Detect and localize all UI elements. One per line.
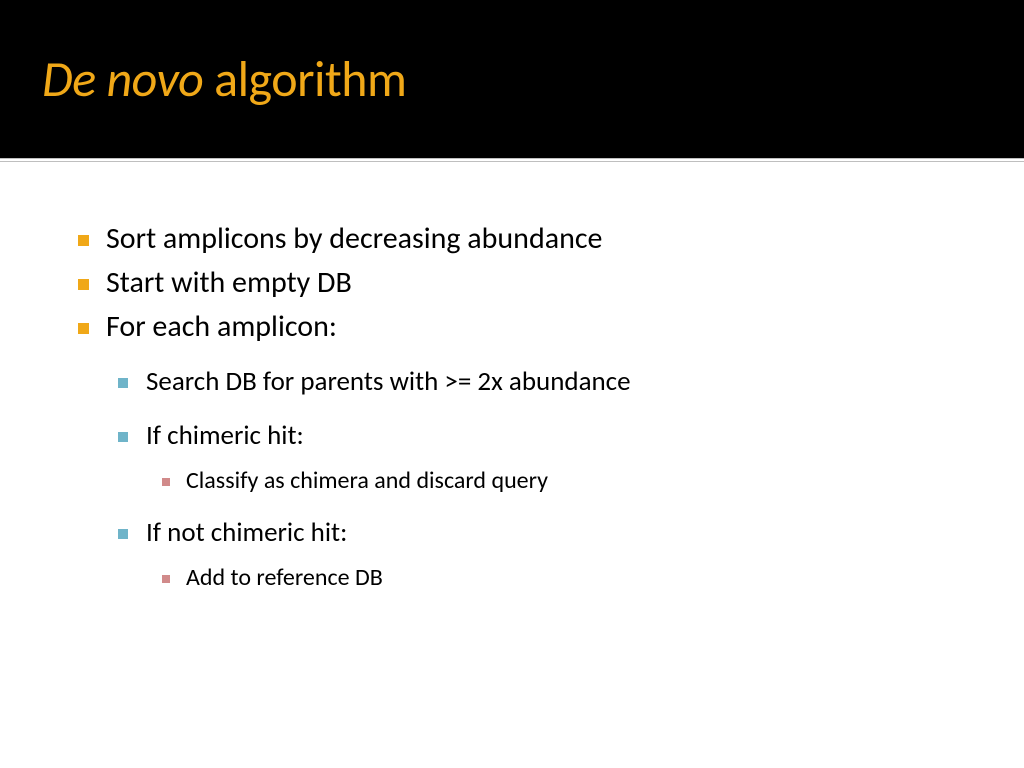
bullet-list-level2: Search DB for parents with >= 2x abundan…: [106, 364, 984, 594]
list-item-text: If chimeric hit:: [146, 419, 304, 452]
bullet-list-level1: Sort amplicons by decreasing abundance S…: [72, 218, 984, 594]
list-item: Start with empty DB: [72, 262, 984, 304]
title-rest: algorithm: [203, 49, 406, 110]
list-item: If chimeric hit: Classify as chimera and…: [112, 418, 984, 497]
title-italic-part: De novo: [42, 49, 203, 110]
slide-title: De novo algorithm: [42, 49, 406, 110]
slide-body: Sort amplicons by decreasing abundance S…: [0, 162, 1024, 594]
list-item: Add to reference DB: [156, 562, 984, 594]
list-item-text: Sort amplicons by decreasing abundance: [106, 220, 602, 257]
list-item-text: Search DB for parents with >= 2x abundan…: [146, 365, 631, 398]
list-item-text: For each amplicon:: [106, 308, 337, 345]
list-item: Sort amplicons by decreasing abundance: [72, 218, 984, 260]
list-item: For each amplicon: Search DB for parents…: [72, 306, 984, 594]
slide-header: De novo algorithm: [0, 0, 1024, 158]
list-item-text: If not chimeric hit:: [146, 516, 347, 549]
bullet-list-level3: Add to reference DB: [146, 562, 984, 594]
list-item-text: Classify as chimera and discard query: [186, 466, 548, 495]
list-item: Classify as chimera and discard query: [156, 465, 984, 497]
bullet-list-level3: Classify as chimera and discard query: [146, 465, 984, 497]
list-item-text: Start with empty DB: [106, 264, 352, 301]
list-item-text: Add to reference DB: [186, 563, 383, 592]
list-item: Search DB for parents with >= 2x abundan…: [112, 364, 984, 400]
list-item: If not chimeric hit: Add to reference DB: [112, 515, 984, 594]
